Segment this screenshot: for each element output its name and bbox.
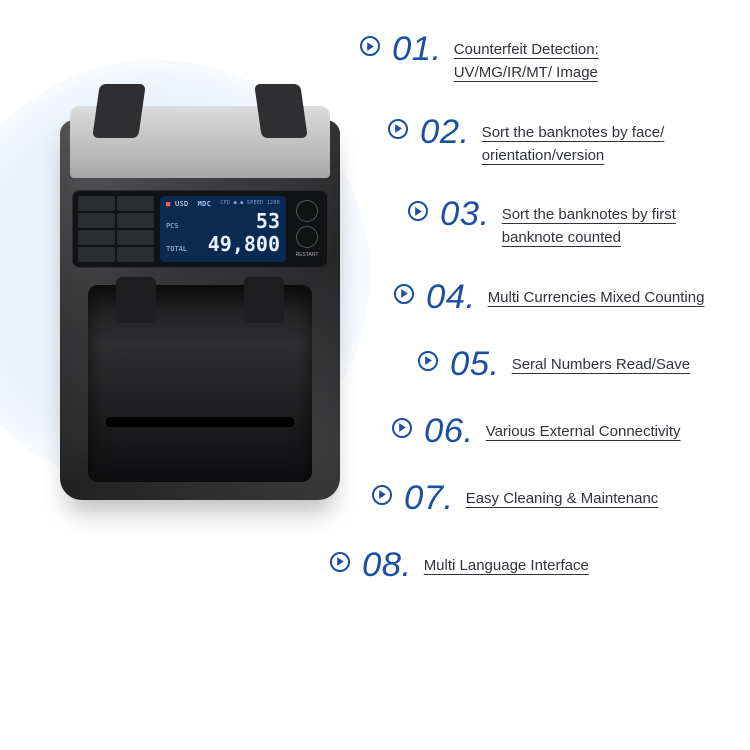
feature-text: Easy Cleaning & Maintenanc: [466, 487, 659, 510]
feature-text: Multi Currencies Mixed Counting: [488, 286, 705, 309]
feature-number: 01.: [392, 30, 442, 69]
chevron-bullet-icon: [330, 552, 350, 572]
feature-list: 01. Counterfeit Detection: UV/MG/IR/MT/ I…: [360, 30, 738, 613]
chevron-bullet-icon: [418, 351, 438, 371]
chevron-bullet-icon: [372, 485, 392, 505]
feature-number: 04.: [426, 278, 476, 317]
feature-number: 08.: [362, 546, 412, 585]
feature-text: Sort the banknotes by first banknote cou…: [502, 203, 737, 250]
feature-item: 05. Seral Numbers Read/Save: [418, 345, 738, 384]
device-lcd: ■ USD MDCCFD ● ● SPEED 1200 PCS53 TOTAL4…: [160, 196, 286, 262]
feature-text: Seral Numbers Read/Save: [512, 353, 690, 376]
feature-text: Sort the banknotes by face/ orientation/…: [482, 121, 717, 168]
feature-item: 08. Multi Language Interface: [330, 546, 738, 585]
feature-number: 06.: [424, 412, 474, 451]
feature-item: 06. Various External Connectivity: [392, 412, 738, 451]
chevron-bullet-icon: [394, 284, 414, 304]
feature-item: 04. Multi Currencies Mixed Counting: [394, 278, 738, 317]
feature-item: 02. Sort the banknotes by face/ orientati…: [388, 113, 738, 168]
feature-item: 03. Sort the banknotes by first banknote …: [408, 195, 738, 250]
feature-number: 02.: [420, 113, 470, 152]
feature-item: 01. Counterfeit Detection: UV/MG/IR/MT/ I…: [360, 30, 738, 85]
feature-text: Multi Language Interface: [424, 554, 589, 577]
device-button-grid: [78, 196, 154, 262]
feature-number: 05.: [450, 345, 500, 384]
feature-text: Various External Connectivity: [486, 420, 681, 443]
feature-number: 07.: [404, 479, 454, 518]
feature-text: Counterfeit Detection: UV/MG/IR/MT/ Imag…: [454, 38, 689, 85]
chevron-bullet-icon: [408, 201, 428, 221]
chevron-bullet-icon: [392, 418, 412, 438]
chevron-bullet-icon: [388, 119, 408, 139]
chevron-bullet-icon: [360, 36, 380, 56]
feature-number: 03.: [440, 195, 490, 234]
feature-item: 07. Easy Cleaning & Maintenanc: [372, 479, 738, 518]
product-illustration: ■ USD MDCCFD ● ● SPEED 1200 PCS53 TOTAL4…: [60, 120, 340, 500]
